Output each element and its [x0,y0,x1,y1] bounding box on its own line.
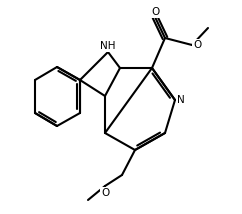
Text: NH: NH [100,41,116,51]
Text: N: N [177,95,185,105]
Text: O: O [101,188,109,198]
Text: O: O [193,40,201,50]
Text: O: O [151,7,159,17]
